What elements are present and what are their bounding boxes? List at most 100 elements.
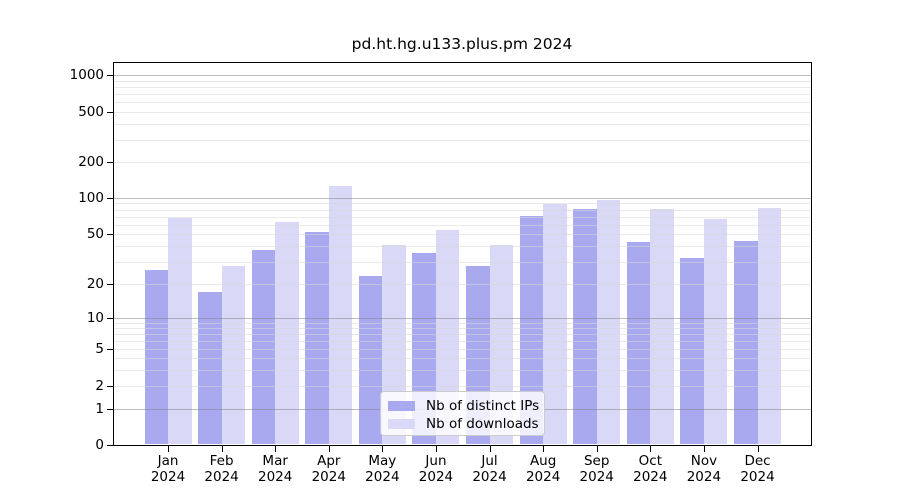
chart-title: pd.ht.hg.u133.plus.pm 2024: [351, 35, 573, 53]
minor-gridline-70: [114, 216, 811, 218]
bar-jun-downloads: [435, 230, 460, 445]
bar-mar-distinct-ips: [251, 250, 276, 445]
y-tick-label-10: 10: [86, 310, 104, 326]
bar-sep-distinct-ips: [573, 208, 597, 445]
minor-gridline-700: [114, 94, 811, 96]
y-tick-label-200: 200: [78, 154, 104, 170]
bar-aug-distinct-ips: [519, 215, 544, 445]
y-tick-0: [107, 444, 113, 446]
minor-gridline-500: [114, 112, 811, 113]
x-tick-label-jan: Jan 2024: [150, 453, 186, 485]
major-gridline-1000: [114, 75, 811, 76]
minor-gridline-50: [114, 234, 811, 235]
x-tick-mar: [275, 446, 277, 452]
y-tick-1000: [107, 75, 113, 76]
y-tick-50: [107, 234, 113, 235]
minor-gridline-4: [114, 358, 811, 359]
x-tick-jun: [435, 446, 437, 452]
minor-gridline-400: [114, 124, 811, 126]
plot-area: Nb of distinct IPs Nb of downloads: [113, 62, 812, 446]
y-tick-100: [107, 198, 113, 199]
minor-gridline-600: [114, 102, 811, 104]
bar-nov-distinct-ips: [680, 258, 704, 445]
x-tick-jan: [168, 446, 169, 452]
y-tick-500: [107, 112, 113, 113]
x-tick-label-mar: Mar 2024: [257, 453, 293, 485]
x-tick-label-dec: Dec 2024: [740, 453, 775, 485]
downloads-swatch: [388, 419, 415, 429]
legend-label-distinct-ips: Nb of distinct IPs: [426, 398, 540, 414]
minor-gridline-20: [114, 284, 811, 285]
x-tick-oct: [650, 446, 652, 452]
x-tick-label-may: May 2024: [365, 453, 400, 485]
distinct-ips-swatch: [388, 401, 415, 411]
y-tick-1: [107, 409, 113, 410]
y-tick-20: [107, 284, 113, 285]
minor-gridline-80: [114, 209, 811, 211]
x-tick-label-jul: Jul 2024: [472, 453, 507, 485]
bar-aug-downloads: [543, 204, 567, 445]
x-tick-jul: [489, 446, 491, 452]
x-tick-feb: [221, 446, 223, 452]
minor-gridline-8: [114, 327, 811, 329]
bar-jan-distinct-ips: [144, 269, 168, 445]
bar-apr-distinct-ips: [305, 231, 329, 445]
bar-sep-downloads: [596, 200, 621, 445]
y-tick-label-1000: 1000: [69, 67, 104, 83]
minor-gridline-6: [114, 340, 811, 342]
minor-gridline-5: [114, 349, 811, 350]
x-tick-label-jun: Jun 2024: [418, 453, 454, 485]
bar-nov-downloads: [703, 218, 728, 445]
bar-mar-downloads: [275, 221, 299, 445]
x-tick-label-oct: Oct 2024: [633, 453, 668, 485]
minor-gridline-2: [114, 386, 811, 387]
bar-jan-downloads: [168, 218, 192, 445]
minor-gridline-7: [114, 333, 811, 335]
y-tick-5: [107, 349, 113, 350]
y-tick-200: [107, 162, 113, 163]
bar-dec-downloads: [757, 208, 781, 445]
bar-oct-distinct-ips: [626, 242, 651, 445]
minor-gridline-9: [114, 322, 811, 324]
x-tick-label-feb: Feb 2024: [204, 453, 239, 485]
y-tick-2: [107, 386, 113, 387]
x-tick-sep: [596, 446, 598, 452]
legend-item-downloads: Nb of downloads: [388, 415, 539, 433]
x-tick-label-apr: Apr 2024: [311, 453, 346, 485]
y-tick-label-1: 1: [95, 401, 104, 417]
y-tick-label-500: 500: [78, 104, 104, 120]
bar-oct-downloads: [650, 208, 674, 445]
minor-gridline-60: [114, 224, 811, 226]
legend-item-distinct-ips: Nb of distinct IPs: [388, 397, 540, 415]
bar-dec-distinct-ips: [734, 240, 758, 445]
minor-gridline-200: [114, 162, 811, 163]
x-tick-dec: [757, 446, 759, 452]
minor-gridline-300: [114, 139, 811, 141]
y-tick-10: [107, 318, 113, 319]
bar-feb-distinct-ips: [198, 291, 222, 445]
x-tick-label-nov: Nov 2024: [686, 453, 722, 485]
bar-apr-downloads: [328, 185, 353, 445]
bar-feb-downloads: [221, 265, 246, 445]
x-tick-label-aug: Aug 2024: [525, 453, 561, 485]
y-tick-label-2: 2: [95, 378, 104, 394]
minor-gridline-40: [114, 246, 811, 248]
x-tick-label-sep: Sep 2024: [579, 453, 614, 485]
bar-may-distinct-ips: [358, 276, 383, 445]
y-tick-label-20: 20: [86, 276, 104, 292]
y-tick-label-50: 50: [86, 226, 104, 242]
minor-gridline-30: [114, 261, 811, 263]
x-tick-nov: [703, 446, 705, 452]
y-tick-label-100: 100: [78, 190, 104, 206]
minor-gridline-3: [114, 369, 811, 371]
y-tick-label-5: 5: [95, 341, 104, 357]
x-tick-may: [382, 446, 384, 452]
x-tick-apr: [328, 446, 330, 452]
major-gridline-100: [114, 198, 811, 199]
legend-label-downloads: Nb of downloads: [426, 416, 539, 432]
y-tick-label-0: 0: [95, 436, 104, 453]
minor-gridline-900: [114, 80, 811, 82]
major-gridline-10: [114, 318, 811, 319]
minor-gridline-800: [114, 86, 811, 88]
